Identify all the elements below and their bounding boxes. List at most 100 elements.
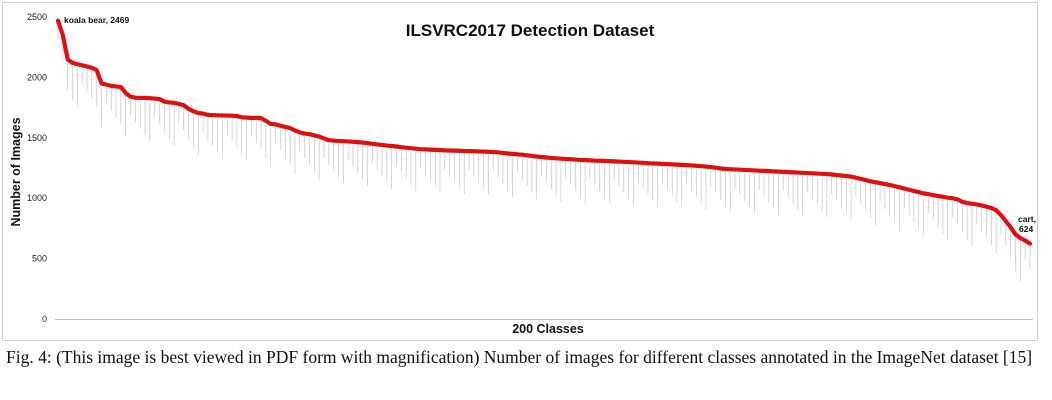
data-point: [787, 171, 790, 173]
data-point: [971, 202, 973, 205]
data-point: [250, 117, 253, 119]
data-point: [487, 151, 490, 153]
data-point: [405, 146, 407, 149]
data-point: [980, 204, 983, 207]
data-point: [951, 197, 954, 199]
data-point: [279, 124, 282, 127]
annotation-min-line2: 624: [1019, 224, 1033, 234]
data-point: [168, 101, 171, 104]
data-point: [917, 191, 920, 193]
data-point: [390, 145, 393, 147]
data-point: [521, 153, 524, 156]
data-point: [946, 196, 949, 199]
data-point: [265, 120, 267, 122]
data-point: [608, 160, 611, 162]
data-point: [163, 100, 166, 103]
data-point: [71, 62, 74, 64]
data-point: [913, 190, 915, 192]
series-line: [55, 18, 1033, 246]
data-point: [221, 114, 224, 117]
data-point: [129, 95, 132, 98]
data-point: [961, 201, 964, 203]
chart-border: [2, 2, 1038, 341]
data-point: [782, 171, 785, 173]
data-point: [477, 150, 480, 153]
data-point: [357, 141, 359, 143]
data-point: [347, 140, 349, 143]
data-point: [231, 114, 233, 117]
data-point: [777, 170, 780, 173]
data-point: [564, 158, 567, 160]
data-point: [840, 174, 843, 177]
data-point: [386, 144, 388, 147]
x-axis-title: 200 Classes: [512, 322, 584, 336]
data-point: [855, 176, 857, 179]
y-axis: 0 500 1000 1500 2000 2500: [27, 12, 47, 324]
data-point: [439, 149, 441, 151]
data-point: [226, 114, 229, 117]
data-point: [448, 149, 451, 152]
data-point: [453, 149, 456, 152]
data-point: [618, 160, 620, 163]
data-point: [676, 163, 678, 166]
figure-caption: Fig. 4: (This image is best viewed in PD…: [6, 347, 1033, 367]
data-point: [62, 34, 64, 36]
data-point: [758, 169, 760, 172]
data-point: [589, 159, 591, 162]
data-point: [888, 184, 891, 186]
data-point: [274, 123, 277, 126]
data-point: [506, 152, 509, 155]
data-points: [57, 19, 1031, 245]
data-point: [1009, 226, 1012, 228]
data-point: [976, 203, 978, 206]
data-point: [1000, 214, 1002, 216]
y-tick-label: 1500: [27, 133, 47, 143]
data-point: [540, 156, 543, 158]
data-point: [110, 85, 112, 87]
data-point: [734, 168, 736, 171]
data-point: [700, 165, 702, 167]
annotation-max: koala bear, 2469: [64, 15, 129, 25]
data-point: [850, 175, 852, 178]
data-point: [245, 116, 248, 119]
data-point: [705, 165, 707, 168]
data-point: [681, 164, 683, 166]
data-point: [642, 162, 644, 164]
data-point: [124, 92, 127, 94]
data-point: [874, 181, 877, 184]
data-point: [937, 195, 939, 197]
chart-title: ILSVRC2017 Detection Dataset: [406, 21, 655, 40]
data-point: [207, 114, 209, 116]
data-point: [332, 139, 335, 142]
data-point: [105, 83, 108, 86]
data-point: [81, 64, 83, 67]
data-point: [569, 158, 572, 160]
data-point: [656, 162, 659, 165]
data-point: [342, 140, 345, 142]
data-point: [395, 145, 398, 148]
data-point: [806, 172, 809, 174]
data-point: [337, 140, 340, 142]
data-point: [695, 165, 698, 167]
data-point: [236, 115, 238, 117]
data-point: [545, 156, 548, 159]
data-point: [966, 202, 968, 204]
data-point: [637, 161, 640, 164]
data-point: [100, 82, 103, 85]
data-point: [1019, 237, 1022, 239]
data-point: [685, 164, 688, 166]
data-point: [502, 152, 504, 154]
data-point: [182, 104, 185, 106]
data-point: [830, 173, 833, 176]
y-tick-label: 2000: [27, 72, 47, 82]
data-point: [419, 148, 422, 150]
data-point: [328, 139, 330, 142]
data-point: [149, 97, 151, 99]
data-point: [584, 159, 586, 161]
data-point: [158, 98, 161, 100]
data-point: [748, 169, 751, 171]
data-point: [323, 137, 325, 140]
data-point: [95, 69, 98, 71]
data-point: [661, 163, 664, 165]
